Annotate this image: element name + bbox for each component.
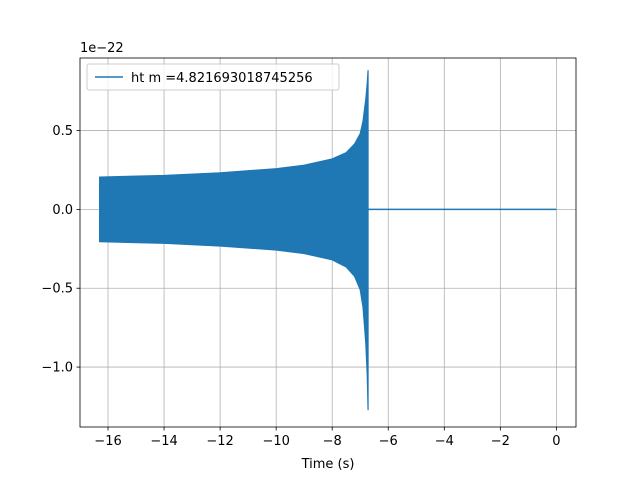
y-axis-ticks: −1.0 −0.5 0.0 0.5 (41, 124, 80, 376)
x-axis-ticks: −16 −14 −12 −10 −8 −6 −4 −2 0 (94, 427, 561, 449)
x-tick-label: −10 (262, 434, 289, 449)
legend: ht m =4.821693018745256 (86, 63, 340, 91)
x-tick-label: −16 (94, 434, 121, 449)
y-tick-label: −1.0 (41, 361, 73, 376)
y-tick-label: 0.5 (52, 124, 73, 139)
legend-entry-label: ht m =4.821693018745256 (131, 71, 313, 86)
inspiral-signal (99, 70, 369, 411)
x-tick-label: −2 (491, 434, 510, 449)
y-offset-text: 1e−22 (80, 41, 124, 56)
plot-frame (79, 57, 577, 428)
legend-box (86, 63, 340, 91)
x-tick-label: −6 (379, 434, 398, 449)
x-tick-label: −14 (150, 434, 177, 449)
x-tick-label: −8 (323, 434, 342, 449)
y-tick-label: 0.0 (52, 203, 73, 218)
x-tick-label: −4 (435, 434, 454, 449)
x-tick-label: 0 (552, 434, 560, 449)
x-tick-label: −12 (206, 434, 233, 449)
y-tick-label: −0.5 (41, 282, 73, 297)
series-layer (99, 70, 557, 411)
x-axis-label: Time (s) (301, 457, 355, 472)
